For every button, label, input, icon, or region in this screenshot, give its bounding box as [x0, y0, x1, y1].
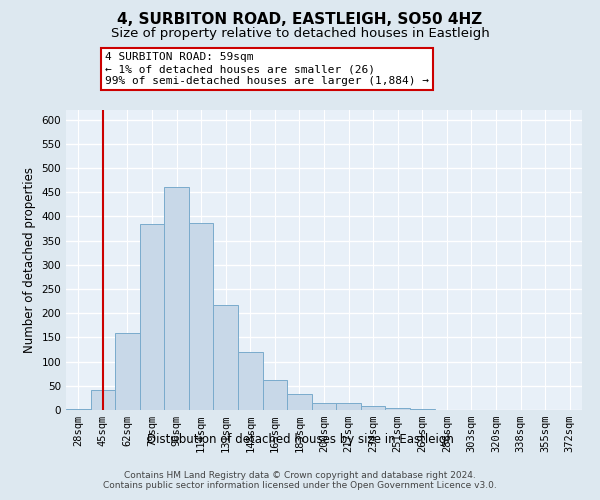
- Bar: [66, 408, 91, 410]
- Y-axis label: Number of detached properties: Number of detached properties: [23, 167, 36, 353]
- Bar: [140, 224, 164, 410]
- Bar: [91, 390, 115, 410]
- Bar: [385, 408, 410, 410]
- Bar: [164, 188, 189, 410]
- Bar: [238, 352, 263, 410]
- Text: 4, SURBITON ROAD, EASTLEIGH, SO50 4HZ: 4, SURBITON ROAD, EASTLEIGH, SO50 4HZ: [118, 12, 482, 28]
- Text: Distribution of detached houses by size in Eastleigh: Distribution of detached houses by size …: [146, 432, 454, 446]
- Bar: [115, 332, 140, 410]
- Bar: [189, 222, 214, 410]
- Bar: [287, 394, 312, 410]
- Bar: [214, 304, 238, 410]
- Bar: [336, 403, 361, 410]
- Bar: [361, 406, 385, 410]
- Text: Contains HM Land Registry data © Crown copyright and database right 2024.
Contai: Contains HM Land Registry data © Crown c…: [103, 470, 497, 490]
- Bar: [312, 403, 336, 410]
- Bar: [263, 380, 287, 410]
- Bar: [410, 409, 434, 410]
- Text: 4 SURBITON ROAD: 59sqm
← 1% of detached houses are smaller (26)
99% of semi-deta: 4 SURBITON ROAD: 59sqm ← 1% of detached …: [105, 52, 429, 86]
- Text: Size of property relative to detached houses in Eastleigh: Size of property relative to detached ho…: [110, 28, 490, 40]
